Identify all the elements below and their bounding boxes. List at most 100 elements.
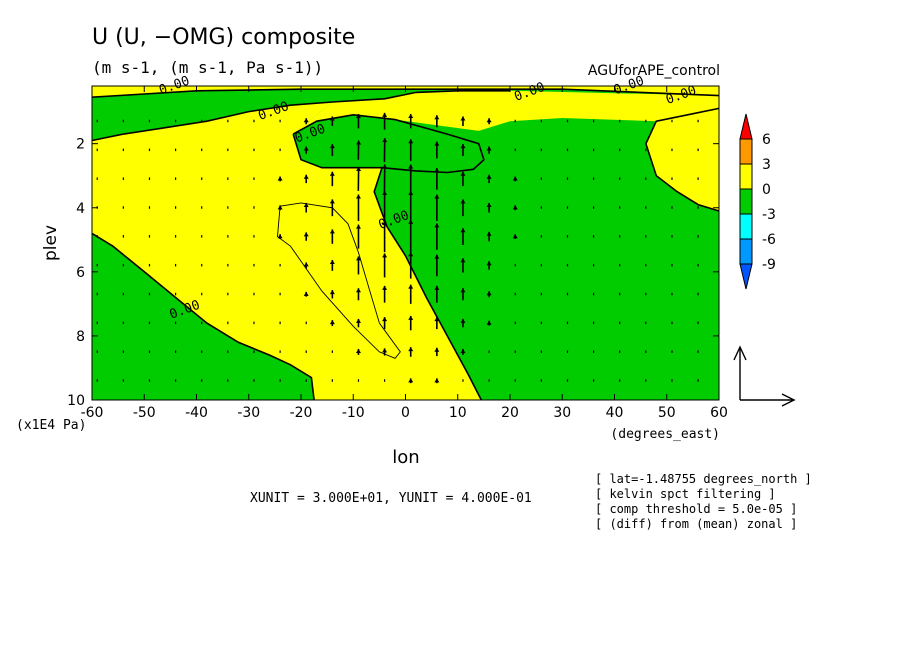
x-axis: -60 -50 -40 -30 -20 -10 0 10 20 30 40 50 60 [81,86,728,421]
vector-arrow-head [303,118,309,123]
vector-arrow-head [512,205,518,210]
vector-arrow-head [329,171,335,176]
colorbar-label: 3 [762,157,771,173]
colorbar-segment [739,213,753,240]
x-tick-label: -60 [81,405,104,421]
vector-arrow-head [408,190,414,195]
vector-arrow-head [329,199,335,204]
vector-arrow-head [486,231,492,236]
vector-arrow-head [434,223,440,228]
vector-arrow-head [408,347,414,352]
vector-arrow-head [434,347,440,352]
x-tick-label: -30 [237,405,260,421]
vector-arrow-head [512,234,518,239]
vector-arrow-head [303,262,309,267]
x-tick-label: 60 [710,405,728,421]
y-axis: 2 4 6 8 10 [67,137,719,409]
fill-east-positive [645,108,719,211]
contour-zero-central-top [292,113,485,174]
vector-arrow-head [460,288,466,293]
vector-arrow-head [329,144,335,149]
vector-arrow-head [408,252,414,257]
vector-arrow-head [382,112,388,117]
vector-arrow-head [355,194,361,199]
reference-vector [733,345,796,407]
vector-arrow-head [408,378,414,383]
contour-zero-central [292,133,483,401]
x-tick-label: -40 [185,405,208,421]
vector-arrow-head [434,378,440,383]
colorbar-segment [739,188,753,215]
x-axis-label: lon [392,447,419,468]
vector-arrow-head [460,348,466,353]
fill-upper-positive [293,90,719,135]
vector-arrow-head [382,348,388,353]
vector-arrow-head [486,202,492,207]
vector-arrow-head [356,166,362,171]
contour-positive [277,202,401,359]
vector-arrow-head [303,174,309,179]
x-tick-label: 30 [553,405,571,421]
vector-arrow-head [355,318,361,323]
vector-arrow-head [329,229,335,234]
vector-arrow-head [408,315,414,320]
vector-arrow-head [486,291,492,296]
y-axis-units: (x1E4 Pa) [16,418,86,433]
vector-arrow-head [303,146,309,151]
x-tick-label: 40 [606,405,624,421]
vector-arrow-head [408,139,414,144]
vector-arrow-head [434,141,440,146]
info-line-1: [ lat=-1.48755 degrees_north ] [595,472,812,486]
vector-arrow-head [434,285,440,290]
plot-area: 0.000.000.000.000.000.00 0.00 0.00 [91,74,720,401]
vector-arrow-head [460,258,466,263]
vector-arrow-head [408,284,414,289]
vector-arrow-head [329,290,335,295]
y-axis-label: plev [41,225,61,261]
vector-arrow-head [434,194,440,199]
vector-arrow-head [303,202,309,207]
vector-arrow-head [382,285,388,290]
x-tick-label: 0 [401,405,410,421]
info-line-3: [ comp threshold = 5.0e-05 ] [595,502,797,516]
colorbar-label: -9 [762,257,776,273]
vector-arrow-head [460,199,466,204]
y-tick-label: 8 [76,329,85,345]
vector-arrow-head [382,317,388,322]
vector-arrow-head [460,318,466,323]
chart-units: (m s-1, (m s-1, Pa s-1)) [92,58,323,77]
vector-arrow-head [486,320,492,325]
vector-arrow-head [486,146,492,151]
vector-arrow-head [355,348,361,353]
x-axis-units: (degrees_east) [610,427,720,442]
contour-zero-east [645,107,720,212]
vector-arrow-head [329,260,335,265]
colorbar-label: -3 [762,207,776,223]
colorbar-segment [739,238,753,265]
vector-arrow-head [303,232,309,237]
contour-zero-west-upper [91,90,510,142]
vector-arrow-head [434,115,440,120]
vector-arrow-head [460,116,466,121]
colorbar-label: 0 [762,182,771,198]
vector-arrow-head [355,288,361,293]
y-tick-label: 10 [67,393,85,409]
x-tick-label: -10 [342,405,365,421]
x-tick-label: -20 [290,405,313,421]
vector-arrow-head [486,174,492,179]
vector-arrow-head [382,138,388,143]
reference-vector-x-head [781,393,796,407]
vector-arrow-head [382,253,388,258]
x-tick-label: -50 [133,405,156,421]
reference-vector-y-head [733,345,747,361]
vector-arrow-head [408,164,414,169]
vector-arrow-head [329,320,335,325]
vector-arrow-head [486,118,492,123]
colorbar-extend-bottom [739,263,753,290]
vector-arrow-head [277,176,283,181]
info-line-2: [ kelvin spct filtering ] [595,487,776,501]
vector-arrow-head [408,219,414,224]
colorbar-extend-top [739,113,753,140]
vector-arrow-head [512,176,518,181]
